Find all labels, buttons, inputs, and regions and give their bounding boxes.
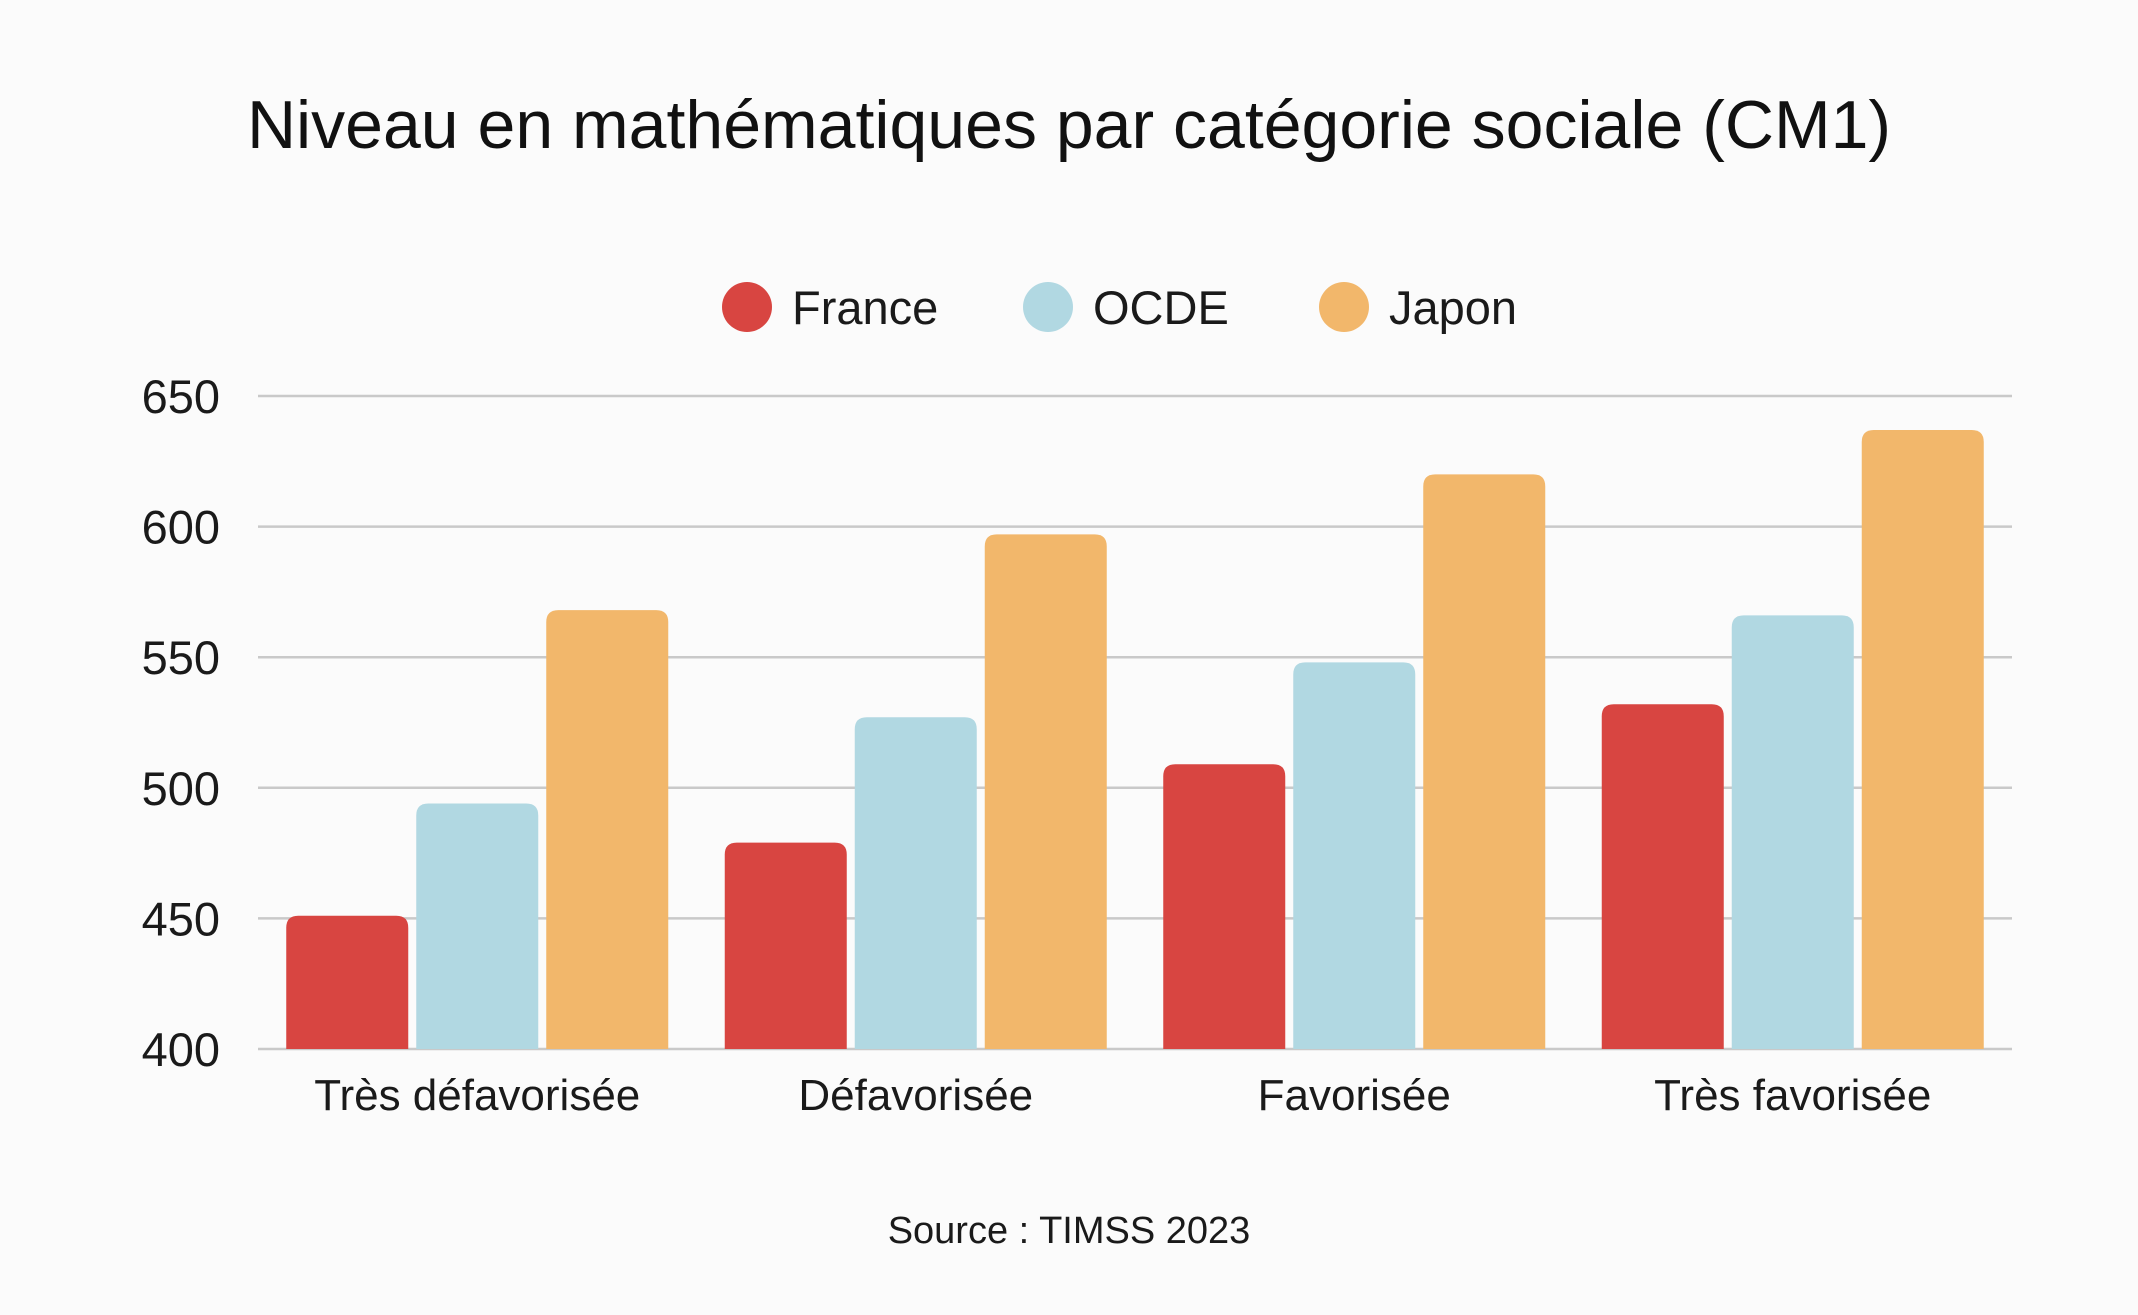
legend-label-japon: Japon <box>1389 281 1517 334</box>
y-axis-ticks: 650 600 550 500 450 400 <box>142 370 220 1076</box>
bar-france-3 <box>1163 764 1286 1049</box>
x-axis-ticks: Très défavorisée Défavorisée Favorisée Très… <box>314 1071 1931 1120</box>
x-tick-label: Défavorisée <box>798 1071 1033 1120</box>
legend-swatch-france <box>722 282 772 332</box>
legend-swatch-ocde <box>1023 282 1073 332</box>
legend-label-ocde: OCDE <box>1093 281 1229 334</box>
y-tick-label: 550 <box>142 631 220 684</box>
bar-ocde-4 <box>1731 615 1854 1049</box>
bar-ocde-1 <box>416 803 539 1049</box>
bar-france-4 <box>1601 704 1724 1049</box>
y-tick-label: 400 <box>142 1023 220 1076</box>
legend-label-france: France <box>792 281 938 334</box>
x-tick-label: Très défavorisée <box>314 1071 640 1120</box>
legend: France OCDE Japon <box>722 281 1517 334</box>
bar-japon-3 <box>1423 474 1546 1049</box>
bars <box>286 429 1984 1049</box>
bar-ocde-3 <box>1293 662 1416 1049</box>
y-tick-label: 650 <box>142 370 220 423</box>
bar-japon-2 <box>984 534 1107 1049</box>
bar-ocde-2 <box>854 717 977 1049</box>
y-tick-label: 600 <box>142 501 220 554</box>
chart-title: Niveau en mathématiques par catégorie so… <box>247 87 1891 163</box>
y-tick-label: 500 <box>142 762 220 815</box>
y-tick-label: 450 <box>142 892 220 945</box>
bar-france-2 <box>724 842 847 1049</box>
x-tick-label: Très favorisée <box>1654 1071 1931 1120</box>
bar-japon-1 <box>546 610 669 1049</box>
x-tick-label: Favorisée <box>1258 1071 1451 1120</box>
bar-japon-4 <box>1861 429 1984 1049</box>
legend-swatch-japon <box>1319 282 1369 332</box>
source-note: Source : TIMSS 2023 <box>888 1210 1251 1252</box>
bar-france-1 <box>286 915 409 1049</box>
